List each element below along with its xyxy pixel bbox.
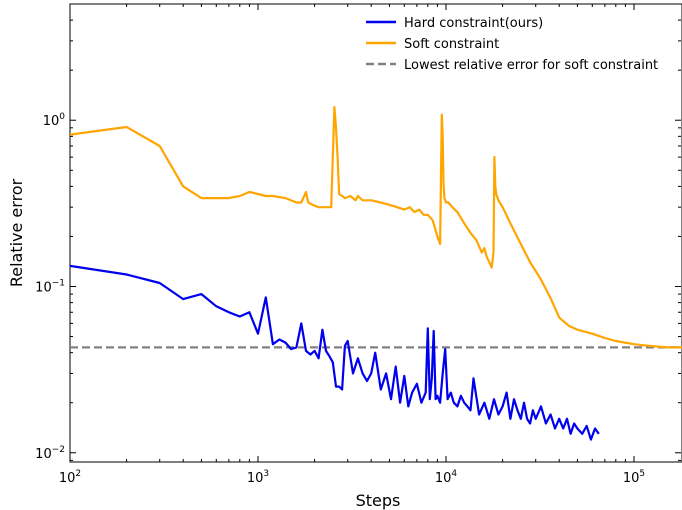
plot-area: 102 103 104 105 10−2 10−1 100 <box>35 3 682 486</box>
series-line-0 <box>69 264 600 441</box>
axis-tick-labels: 102 103 104 105 10−2 10−1 100 <box>35 112 645 486</box>
x-tick-label: 105 <box>623 469 645 486</box>
legend-label-2: Lowest relative error for soft constrain… <box>404 58 658 73</box>
legend: Hard constraint(ours) Soft constraint Lowe… <box>366 16 658 73</box>
y-tick-label: 100 <box>43 112 66 129</box>
plot-frame <box>69 3 682 463</box>
series-layer <box>69 105 682 441</box>
x-tick-label: 102 <box>59 469 81 486</box>
x-axis-title: Steps <box>356 491 401 510</box>
y-tick-label: 10−2 <box>35 445 65 462</box>
x-tick-label: 103 <box>247 469 269 486</box>
series-line-1 <box>69 105 682 349</box>
y-tick-label: 10−1 <box>35 278 65 295</box>
y-axis-title: Relative error <box>7 178 26 287</box>
axis-ticks <box>69 3 681 462</box>
legend-label-1: Soft constraint <box>404 37 499 52</box>
x-tick-label: 104 <box>435 469 458 486</box>
legend-label-0: Hard constraint(ours) <box>404 16 543 31</box>
